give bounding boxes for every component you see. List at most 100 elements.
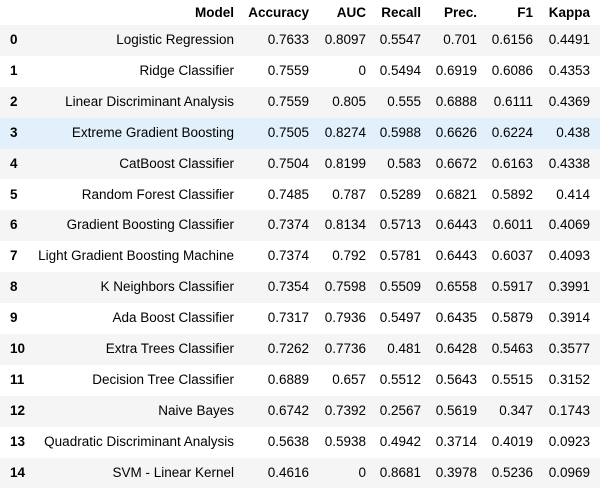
metric-cell: 0.8681	[379, 464, 421, 480]
model-name: Light Gradient Boosting Machine	[38, 248, 234, 264]
metric-cell: 0.6558	[435, 279, 477, 295]
metric-cell: 0.8274	[324, 124, 366, 140]
metric-cell: 0.701	[443, 32, 477, 47]
metric-cell: 0.4491	[548, 32, 590, 47]
metric-cell: 0.6443	[435, 217, 477, 233]
row-index: 0	[10, 32, 18, 47]
table-row: 4 CatBoost Classifier 0.7504 0.8199 0.583 0.6…	[0, 148, 600, 180]
model-name: CatBoost Classifier	[119, 155, 234, 171]
table-row: 11 Decision Tree Classifier 0.6889 0.657 0.5…	[0, 365, 600, 396]
row-index: 1	[10, 62, 18, 78]
metric-cell: 0.5643	[435, 371, 477, 387]
table-row: 1 Ridge Classifier 0.7559 0 0.5494 0.6919 0.60…	[0, 56, 600, 87]
metric-cell: 0.657	[332, 371, 366, 387]
metric-cell: 0.6919	[435, 62, 477, 78]
metric-cell: 0.6435	[435, 310, 477, 326]
metric-cell: 0.7559	[267, 93, 309, 109]
table-row: 14 SVM - Linear Kernel 0.4616 0 0.8681 0.3978…	[0, 457, 600, 489]
row-index: 7	[10, 248, 18, 264]
metric-cell: 0.5638	[267, 433, 309, 449]
row-index: 10	[10, 341, 26, 356]
metric-cell: 0.792	[332, 248, 366, 264]
metric-cell: 0.6086	[491, 62, 533, 78]
header-cell: Model	[195, 5, 234, 20]
table-row: 13 Quadratic Discriminant Analysis 0.5638 0…	[0, 427, 600, 458]
metric-cell: 0.6889	[267, 371, 309, 387]
metric-cell: 0.4616	[267, 464, 309, 480]
metric-cell: 0.805	[332, 93, 366, 109]
model-name: Extreme Gradient Boosting	[71, 124, 234, 140]
metric-cell: 0.7598	[324, 279, 366, 295]
metric-cell: 0.787	[332, 186, 366, 202]
model-name: SVM - Linear Kernel	[112, 464, 234, 480]
metric-cell: 0.8134	[324, 217, 366, 233]
model-name: Ridge Classifier	[139, 62, 234, 78]
metric-cell: 0.3577	[548, 341, 590, 356]
row-index: 12	[10, 402, 26, 418]
model-name: Ada Boost Classifier	[112, 310, 234, 326]
table-row: 8 K Neighbors Classifier 0.7354 0.7598 0.550…	[0, 272, 600, 304]
metric-cell: 0.3714	[435, 433, 477, 449]
row-index: 8	[10, 279, 18, 295]
metric-cell: 0.6888	[435, 93, 477, 109]
model-name: Random Forest Classifier	[81, 186, 234, 202]
header-cell: AUC	[336, 5, 366, 20]
row-index: 5	[10, 186, 18, 202]
metric-cell: 0.7505	[267, 124, 309, 140]
metric-cell: 0.7504	[267, 155, 309, 171]
metric-cell: 0.438	[556, 124, 590, 140]
model-name: Quadratic Discriminant Analysis	[44, 433, 234, 449]
header-row: Model Accuracy AUC Recall Prec. F1 Kappa	[0, 0, 600, 25]
metric-cell: 0.4093	[548, 248, 590, 264]
metric-cell: 0.6224	[491, 124, 533, 140]
metric-cell: 0.3152	[548, 371, 590, 387]
metric-cell: 0.5497	[379, 310, 421, 326]
metric-cell: 0.7374	[267, 248, 309, 264]
metric-cell: 0.7633	[267, 32, 309, 47]
row-index: 2	[10, 93, 18, 109]
metric-cell: 0.5463	[491, 341, 533, 356]
metric-cell: 0.0969	[548, 464, 590, 480]
header-cell: F1	[517, 5, 533, 20]
model-name: Logistic Regression	[116, 32, 234, 47]
metric-cell: 0.0923	[548, 433, 590, 449]
metric-cell: 0.6037	[491, 248, 533, 264]
metric-cell: 0.1743	[548, 402, 590, 418]
metric-cell: 0.6163	[491, 155, 533, 171]
metric-cell: 0.3991	[548, 279, 590, 295]
metric-cell: 0.4019	[491, 433, 533, 449]
header-cell: Kappa	[548, 5, 590, 20]
metric-cell: 0.5494	[379, 62, 421, 78]
model-name: Extra Trees Classifier	[105, 341, 234, 356]
header-cell: Prec.	[443, 5, 477, 20]
metric-cell: 0.414	[556, 186, 590, 202]
row-index: 14	[10, 464, 26, 480]
header-cell: Accuracy	[248, 5, 309, 20]
metric-cell: 0.5917	[491, 279, 533, 295]
metric-cell: 0.4069	[548, 217, 590, 233]
metric-cell: 0.7262	[267, 341, 309, 356]
metric-cell: 0.7392	[324, 402, 366, 418]
metric-cell: 0.555	[387, 93, 421, 109]
metric-cell: 0.583	[387, 155, 421, 171]
metric-cell: 0	[358, 62, 366, 78]
model-name: Naive Bayes	[158, 402, 234, 418]
metric-cell: 0.5515	[491, 371, 533, 387]
metric-cell: 0.8097	[324, 32, 366, 47]
metric-cell: 0.4942	[379, 433, 421, 449]
metric-cell: 0.6111	[493, 93, 533, 109]
metric-cell: 0.5713	[379, 217, 421, 233]
table-row: 6 Gradient Boosting Classifier 0.7374 0.813…	[0, 210, 600, 242]
table-row: 12 Naive Bayes 0.6742 0.7392 0.2567 0.5619 0.3…	[0, 395, 600, 427]
metric-cell: 0.5781	[379, 248, 421, 264]
metric-cell: 0.481	[387, 341, 421, 356]
metric-cell: 0.7374	[267, 217, 309, 233]
metric-cell: 0.7936	[324, 310, 366, 326]
metric-cell: 0.5512	[379, 371, 421, 387]
metric-cell: 0.7354	[267, 279, 309, 295]
metric-cell: 0.347	[499, 402, 533, 418]
metric-cell: 0.6443	[435, 248, 477, 264]
metric-cell: 0.5289	[379, 186, 421, 202]
model-name: Linear Discriminant Analysis	[65, 93, 234, 109]
